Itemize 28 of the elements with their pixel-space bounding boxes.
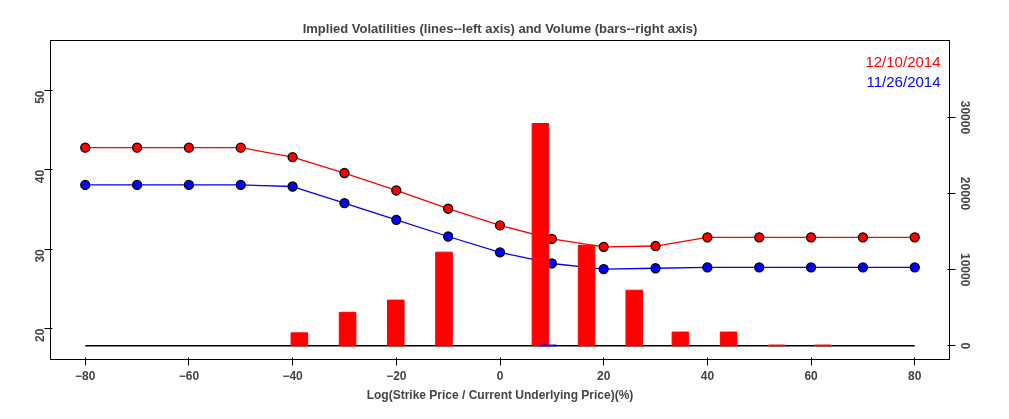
- y2-tick-label: 30000: [957, 100, 972, 135]
- x-tick-label: 80: [908, 368, 922, 383]
- x-tick-label: −60: [178, 368, 200, 383]
- x-tick-label: 40: [700, 368, 715, 383]
- x-axis-title: Log(Strike Price / Current Underlying Price)(%): [366, 387, 634, 402]
- bar: [671, 331, 690, 347]
- x-tick-label: −40: [282, 368, 304, 383]
- chart-title: Implied Volatilities (lines--left axis) and Volume (bars--right axis): [302, 20, 698, 36]
- y-tick-label: 30: [33, 248, 47, 263]
- y-tick-label: 40: [33, 169, 47, 184]
- y2-tick-label: 10000: [957, 252, 972, 287]
- text: 12/10/2014: [865, 52, 941, 70]
- y-tick-label: 50: [33, 90, 47, 104]
- bar: [290, 332, 309, 347]
- x-tick-label: 60: [804, 368, 819, 383]
- bar: [338, 311, 357, 347]
- x-tick-label: 0: [496, 368, 504, 383]
- bar: [387, 299, 405, 347]
- y2-tick-label: 0: [957, 342, 972, 350]
- bar: [435, 251, 453, 347]
- x-tick-label: −20: [386, 368, 407, 383]
- text: 11/26/2014: [866, 72, 941, 90]
- y-tick-label: 20: [33, 328, 47, 342]
- bar: [625, 289, 644, 347]
- y2-tick-label: 20000: [957, 176, 972, 211]
- x-tick-label: −80: [75, 368, 96, 383]
- bar: [719, 331, 738, 347]
- x-tick-label: 20: [597, 368, 611, 383]
